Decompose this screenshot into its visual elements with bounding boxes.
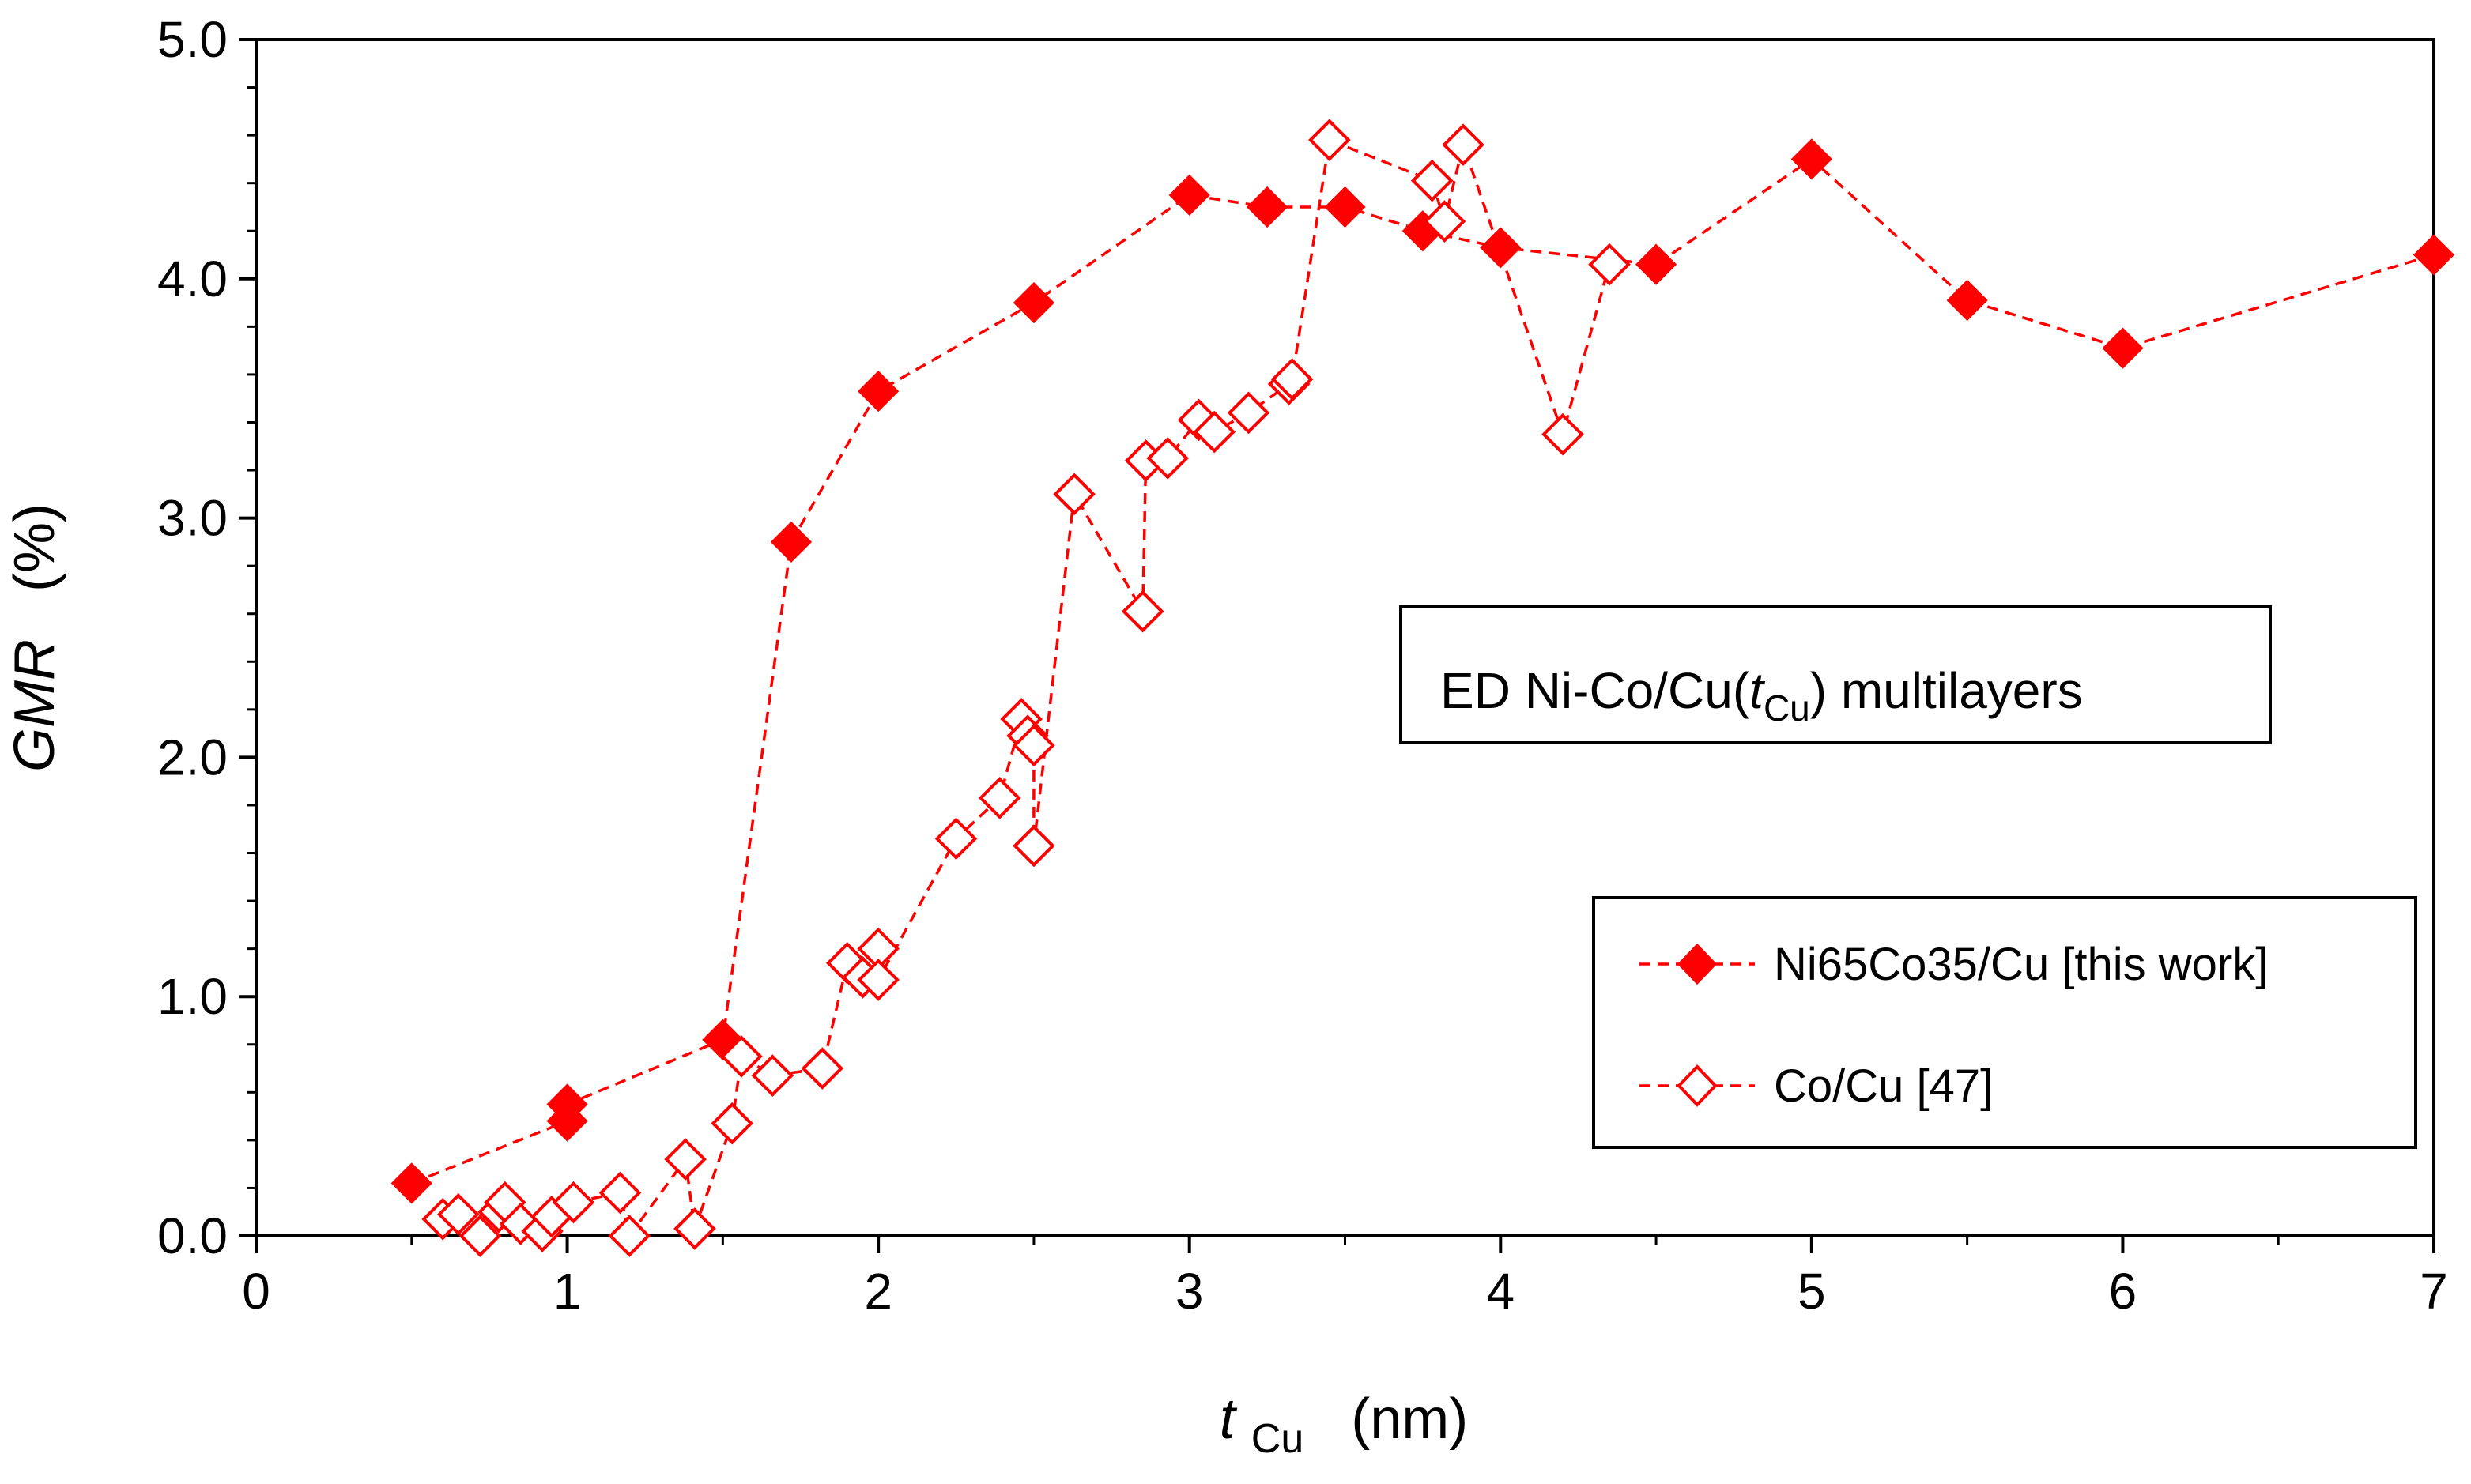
x-tick-label: 1 (553, 1263, 582, 1320)
data-point-series-1 (390, 1162, 432, 1204)
x-axis-title-sub: Cu (1251, 1416, 1303, 1462)
legend: Ni65Co35/Cu [this work] Co/Cu [47] (1592, 896, 2417, 1149)
data-point-series-1 (1480, 227, 1522, 269)
data-point-series-1 (2102, 327, 2144, 369)
y-tick-label: 0.0 (157, 1207, 228, 1264)
data-point-series-2 (1227, 391, 1270, 435)
legend-label-series-2: Co/Cu [47] (1774, 1060, 1993, 1112)
data-point-series-2 (1442, 123, 1484, 167)
annotation-italic: t (1749, 662, 1765, 719)
legend-marker-series-2 (1677, 1064, 1718, 1107)
data-point-series-1 (770, 521, 813, 563)
annotation-prefix: ED Ni-Co/Cu( (1440, 662, 1749, 719)
x-tick-label: 4 (1486, 1263, 1515, 1320)
annotation-text: ED Ni-Co/Cu(tCu) multilayers (1440, 662, 2083, 729)
data-point-series-2 (711, 1102, 753, 1145)
data-point-series-2 (1270, 358, 1314, 401)
data-point-series-2 (552, 1181, 595, 1224)
legend-marker-series-1 (1677, 943, 1718, 985)
annotation-frame (1399, 605, 2272, 744)
y-tick-label: 4.0 (157, 250, 228, 307)
x-tick-label: 2 (864, 1263, 892, 1320)
annotation-sub: Cu (1764, 687, 1810, 729)
series-markers (390, 119, 2455, 1257)
data-point-series-1 (2413, 234, 2455, 276)
data-point-series-1 (1324, 186, 1366, 228)
data-point-series-2 (1410, 159, 1454, 202)
data-point-series-2 (1423, 200, 1466, 243)
y-axis-title-unit: (%) (3, 503, 66, 592)
data-point-series-2 (1013, 724, 1055, 767)
axis-tick-labels: 0 1 2 3 4 5 6 7 0.0 1.0 2.0 3.0 4.0 5.0 (157, 11, 2448, 1320)
data-point-series-2 (801, 1047, 844, 1090)
data-point-series-2 (1588, 243, 1631, 286)
x-axis-title-unit: (nm) (1351, 1388, 1468, 1451)
data-point-series-2 (978, 777, 1021, 819)
data-point-series-2 (857, 959, 900, 1001)
data-point-series-2 (1121, 589, 1164, 633)
y-tick-label: 3.0 (157, 490, 228, 547)
y-tick-label: 1.0 (157, 968, 228, 1025)
data-point-series-2 (1053, 473, 1096, 516)
data-point-series-2 (458, 1215, 502, 1257)
legend-frame (1592, 896, 2417, 1149)
data-point-series-2 (720, 1035, 763, 1078)
y-axis-title-main: GMR (3, 639, 66, 772)
data-point-series-2 (1541, 412, 1584, 456)
x-axis-title: t Cu (nm) (1220, 1388, 1469, 1465)
data-point-series-2 (664, 1138, 707, 1181)
data-point-series-1 (1246, 186, 1288, 228)
data-point-series-2 (934, 817, 978, 861)
y-axis-title: GMR (%) (3, 503, 66, 772)
data-point-series-2 (598, 1171, 642, 1215)
x-axis-title-main: t (1220, 1388, 1238, 1451)
axis-ticks (239, 38, 2435, 1253)
data-point-series-2 (1146, 437, 1189, 480)
legend-label-series-1: Ni65Co35/Cu [this work] (1774, 939, 2268, 990)
data-point-series-1 (1168, 174, 1210, 216)
data-point-series-2 (1307, 119, 1351, 162)
annotation-suffix: ) multilayers (1810, 662, 2083, 719)
data-point-series-1 (858, 370, 900, 412)
y-tick-label: 5.0 (157, 11, 228, 68)
x-tick-label: 6 (2109, 1263, 2137, 1320)
data-point-series-1 (1946, 279, 1988, 322)
y-tick-label: 2.0 (157, 729, 228, 785)
data-point-series-1 (546, 1083, 588, 1125)
data-point-series-1 (1635, 243, 1677, 285)
x-tick-label: 3 (1175, 1263, 1204, 1320)
data-point-series-2 (436, 1192, 480, 1236)
data-point-series-2 (608, 1215, 651, 1257)
data-point-series-1 (1790, 138, 1832, 180)
x-tick-label: 7 (2420, 1263, 2448, 1320)
x-tick-label: 5 (1798, 1263, 1826, 1320)
x-tick-label: 0 (242, 1263, 270, 1320)
data-point-series-2 (1193, 410, 1236, 454)
data-point-series-2 (1013, 824, 1055, 868)
data-point-series-1 (1013, 281, 1055, 324)
annotation-box: ED Ni-Co/Cu(tCu) multilayers (1399, 605, 2272, 744)
data-point-series-2 (751, 1054, 794, 1097)
data-point-series-2 (673, 1207, 716, 1250)
